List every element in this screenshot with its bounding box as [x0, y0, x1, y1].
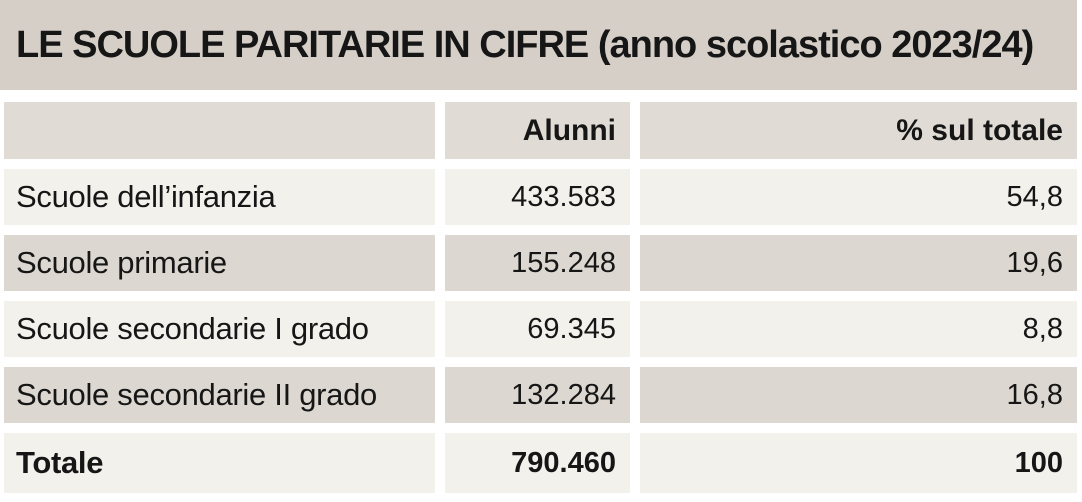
- row-alunni-primarie: 155.248: [445, 235, 630, 291]
- row-label-secondarie-1: Scuole secondarie I grado: [4, 301, 435, 357]
- total-pct: 100: [640, 433, 1077, 493]
- total-alunni: 790.460: [445, 433, 630, 493]
- row-pct-infanzia: 54,8: [640, 169, 1077, 225]
- row-label-primarie: Scuole primarie: [4, 235, 435, 291]
- row-label-infanzia: Scuole dell’infanzia: [4, 169, 435, 225]
- header-empty-cell: [4, 102, 435, 159]
- row-alunni-secondarie-2: 132.284: [445, 367, 630, 423]
- data-table: Alunni % sul totale Scuole dell’infanzia…: [4, 102, 1077, 493]
- row-pct-secondarie-2: 16,8: [640, 367, 1077, 423]
- title-bar: LE SCUOLE PARITARIE IN CIFRE (anno scola…: [0, 0, 1077, 90]
- column-header-pct-sul-totale: % sul totale: [640, 102, 1077, 159]
- row-pct-primarie: 19,6: [640, 235, 1077, 291]
- total-row-label: Totale: [4, 433, 435, 493]
- column-header-alunni: Alunni: [445, 102, 630, 159]
- row-pct-secondarie-1: 8,8: [640, 301, 1077, 357]
- row-label-secondarie-2: Scuole secondarie II grado: [4, 367, 435, 423]
- row-alunni-secondarie-1: 69.345: [445, 301, 630, 357]
- row-alunni-infanzia: 433.583: [445, 169, 630, 225]
- page-title: LE SCUOLE PARITARIE IN CIFRE (anno scola…: [16, 23, 1034, 66]
